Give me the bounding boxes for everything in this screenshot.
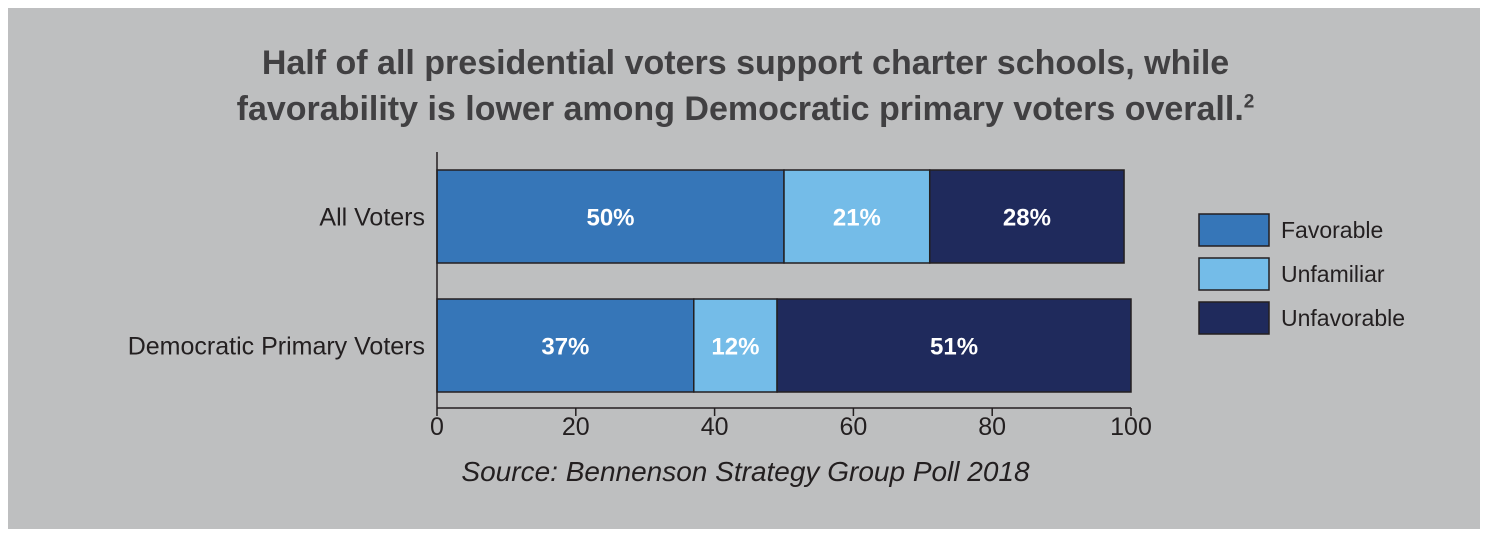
labels-layer: 50% 21% 28% All Voters 37% 12% 51% Democratic P…: [128, 204, 1051, 361]
title-line-2: favorability is lower among Democratic p…: [236, 90, 1244, 128]
legend-swatch-favorable: [1198, 213, 1270, 247]
legend: Favorable Unfamiliar Unfavorable: [1198, 213, 1405, 335]
x-axis: 0 20 40 60 80 100: [430, 152, 1152, 441]
x-tick-label: 40: [701, 413, 729, 441]
footnote-marker: 2: [1243, 91, 1255, 113]
legend-label-unfavorable: Unfavorable: [1281, 305, 1405, 331]
legend-label-favorable: Favorable: [1281, 217, 1383, 243]
category-label: All Voters: [319, 204, 425, 232]
legend-swatch-unfamiliar: [1198, 257, 1270, 291]
x-tick-label: 60: [839, 413, 867, 441]
x-tick-label: 0: [430, 413, 444, 441]
data-label: 51%: [930, 334, 978, 361]
x-tick-label: 80: [978, 413, 1006, 441]
bar-democratic-primary-voters-unfamiliar: [693, 298, 778, 393]
data-label: 21%: [833, 205, 881, 232]
x-tick-label: 100: [1110, 413, 1152, 441]
bar-all-voters-unfavorable: [928, 169, 1125, 264]
title-line-1: Half of all presidential voters support …: [261, 44, 1230, 82]
x-tick-label: 20: [562, 413, 590, 441]
chart-title: Half of all presidential voters support …: [0, 40, 1491, 132]
data-label: 12%: [711, 334, 759, 361]
bar-all-voters-unfamiliar: [783, 169, 931, 264]
data-label: 37%: [541, 334, 589, 361]
category-label: Democratic Primary Voters: [128, 333, 425, 361]
data-label: 28%: [1003, 205, 1051, 232]
bar-democratic-primary-voters-favorable: [436, 298, 695, 393]
legend-swatch-unfavorable: [1198, 301, 1270, 335]
bar-democratic-primary-voters-unfavorable: [776, 298, 1132, 393]
data-label: 50%: [586, 205, 634, 232]
source-note: Source: Bennenson Strategy Group Poll 20…: [461, 456, 1030, 487]
legend-label-unfamiliar: Unfamiliar: [1281, 261, 1385, 287]
